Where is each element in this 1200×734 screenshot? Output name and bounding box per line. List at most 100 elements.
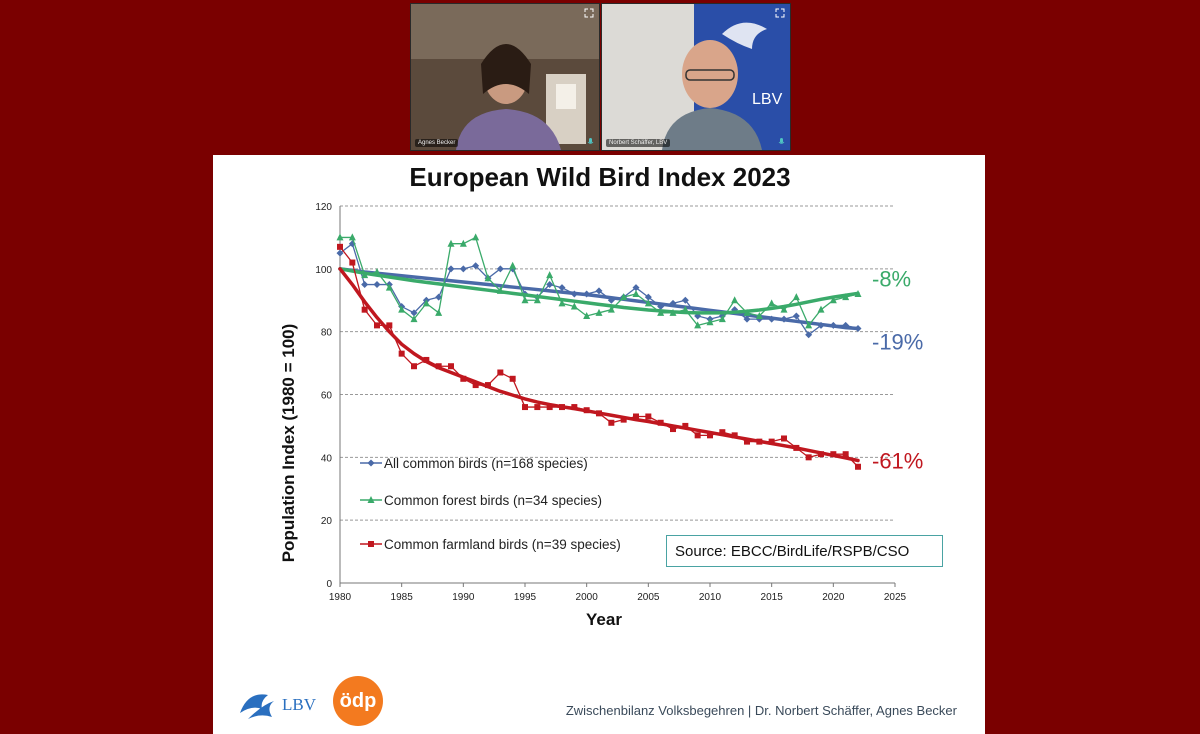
data-point <box>373 281 381 289</box>
data-point <box>670 426 676 433</box>
data-point <box>743 315 751 323</box>
data-point <box>361 281 369 289</box>
video-tile-agnes[interactable]: Agnes Becker <box>410 3 600 151</box>
axes: 0 20 40 60 80 100 120 1980 1985 1990 1995 2000 2005 2… <box>315 202 906 603</box>
x-tick-label: 1995 <box>514 592 537 603</box>
y-tick-label: 0 <box>326 579 332 590</box>
data-point <box>719 429 726 436</box>
expand-icon[interactable] <box>584 8 594 18</box>
gridlines <box>340 205 895 521</box>
presentation-slide: European Wild Bird Index 2023 0 20 40 60 80 1… <box>213 155 985 734</box>
data-point <box>398 350 405 357</box>
data-point <box>472 382 479 389</box>
x-tick-label: 2020 <box>822 592 845 603</box>
data-point <box>645 413 652 420</box>
data-point <box>644 299 652 307</box>
video-tile-norbert[interactable]: LBV Norbert Schäffer, LBV <box>601 3 791 151</box>
data-point <box>570 302 578 310</box>
data-point <box>706 318 714 326</box>
data-point <box>694 432 701 439</box>
data-point <box>509 375 516 382</box>
data-point <box>595 308 603 316</box>
x-tick-label: 2015 <box>761 592 784 603</box>
data-point <box>546 404 553 411</box>
data-series: -19% -8% -61% <box>336 233 923 473</box>
data-point <box>694 321 702 329</box>
data-point <box>805 321 813 329</box>
data-point <box>447 265 455 273</box>
data-point <box>744 438 750 445</box>
data-point <box>459 239 467 247</box>
data-point <box>509 261 517 269</box>
trend-line <box>338 267 860 331</box>
data-point <box>522 404 528 411</box>
x-tick-label: 1990 <box>452 592 475 603</box>
data-point <box>447 239 455 247</box>
participant-name-label: Norbert Schäffer, LBV <box>606 139 671 147</box>
data-point <box>632 284 640 292</box>
legend-marker <box>367 459 375 467</box>
x-tick-label: 2005 <box>637 592 660 603</box>
x-axis-label: Year <box>586 610 622 629</box>
change-label: -61% <box>872 448 923 473</box>
data-point <box>496 265 504 273</box>
data-point <box>607 305 615 313</box>
data-point <box>681 296 689 304</box>
data-point <box>781 435 787 442</box>
data-point <box>349 259 356 266</box>
mic-icon <box>587 138 594 144</box>
slide-footer: Zwischenbilanz Volksbegehren | Dr. Norbe… <box>565 703 957 718</box>
y-tick-label: 40 <box>321 453 333 464</box>
data-point <box>632 289 640 297</box>
data-point <box>386 322 393 329</box>
series-1: -8% <box>336 233 911 329</box>
y-tick-label: 120 <box>315 202 332 213</box>
y-tick-label: 80 <box>321 328 333 339</box>
y-tick-label: 100 <box>315 265 332 276</box>
data-point <box>805 331 813 339</box>
data-point <box>398 305 406 313</box>
data-point <box>546 281 554 289</box>
data-point <box>855 463 861 470</box>
data-point <box>374 322 380 329</box>
data-point <box>792 293 800 301</box>
data-point <box>435 308 443 316</box>
data-point <box>472 262 480 270</box>
svg-text:LBV: LBV <box>752 91 783 108</box>
data-point <box>583 311 591 319</box>
data-point <box>842 451 849 458</box>
x-tick-label: 2000 <box>576 592 599 603</box>
data-point <box>608 419 615 426</box>
data-point <box>385 283 393 291</box>
data-point <box>620 416 627 423</box>
data-point <box>410 315 418 323</box>
data-point <box>644 293 652 301</box>
legend-label: All common birds (n=168 species) <box>384 456 588 471</box>
y-tick-label: 20 <box>321 516 333 527</box>
data-point <box>435 293 443 301</box>
data-point <box>595 287 603 295</box>
legend-marker <box>367 496 375 503</box>
data-point <box>817 305 825 313</box>
expand-icon[interactable] <box>775 8 785 18</box>
change-label: -8% <box>872 266 911 291</box>
data-point <box>792 312 800 320</box>
data-point <box>411 363 417 370</box>
y-tick-label: 60 <box>321 391 333 402</box>
legend: All common birds (n=168 species) Common f… <box>360 456 621 552</box>
participant-video-agnes <box>411 4 599 150</box>
data-point <box>718 315 726 323</box>
trend-line <box>338 267 860 463</box>
legend-label: Common forest birds (n=34 species) <box>384 493 602 508</box>
data-point <box>410 309 418 317</box>
participant-video-norbert: LBV <box>602 4 790 150</box>
x-tick-label: 1980 <box>329 592 352 603</box>
x-tick-label: 1985 <box>391 592 414 603</box>
data-point <box>805 454 812 461</box>
oedp-logo: ödp <box>333 676 383 726</box>
x-tick-label: 2010 <box>699 592 722 603</box>
lbv-logo-text: LBV <box>282 695 317 714</box>
participant-name-label: Agnes Becker <box>415 139 459 147</box>
lbv-logo: LBV <box>240 694 317 719</box>
x-tick-label: 2025 <box>884 592 907 603</box>
